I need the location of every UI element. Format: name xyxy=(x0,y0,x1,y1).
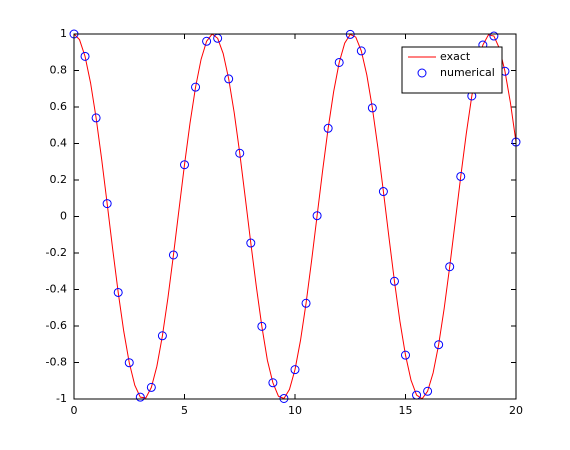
data-point xyxy=(378,187,388,197)
data-point xyxy=(113,287,123,297)
y-tick-label: -1 xyxy=(56,392,67,405)
y-tick-label: -0.8 xyxy=(46,356,67,369)
data-point xyxy=(434,340,444,350)
data-point xyxy=(235,148,245,158)
data-point xyxy=(401,350,410,360)
data-point xyxy=(191,82,201,92)
y-tick-label: 0.2 xyxy=(50,173,68,186)
data-point xyxy=(356,46,366,56)
data-point xyxy=(80,51,90,61)
data-point xyxy=(456,171,466,181)
data-point xyxy=(489,31,499,41)
data-point xyxy=(124,358,134,368)
legend-box xyxy=(401,46,503,94)
data-point xyxy=(389,276,399,286)
data-point xyxy=(268,378,278,388)
data-point xyxy=(91,113,101,123)
data-point xyxy=(312,211,322,221)
y-tick-label: 1 xyxy=(60,27,67,40)
data-point xyxy=(257,321,267,331)
data-point xyxy=(246,238,256,248)
data-point xyxy=(367,103,377,113)
data-point xyxy=(102,199,112,209)
x-tick-label: 20 xyxy=(509,404,523,417)
data-point xyxy=(445,262,455,272)
legend-marker xyxy=(417,68,427,78)
axes-frame xyxy=(73,33,517,400)
legend-label: numerical xyxy=(440,66,495,79)
data-point xyxy=(135,392,145,402)
y-tick-label: 0 xyxy=(60,210,67,223)
legend-label: exact xyxy=(440,50,471,63)
data-point xyxy=(180,160,189,170)
y-tick-label: 0.8 xyxy=(50,64,68,77)
plot-area xyxy=(74,34,516,399)
y-tick-label: -0.2 xyxy=(46,246,67,259)
data-point xyxy=(290,365,300,375)
data-point xyxy=(423,386,433,396)
data-point xyxy=(168,250,178,260)
y-tick-label: 0.6 xyxy=(50,100,68,113)
data-point xyxy=(334,57,344,67)
x-tick-label: 0 xyxy=(71,404,78,417)
data-point xyxy=(157,331,167,341)
y-tick-label: -0.6 xyxy=(46,319,67,332)
data-point xyxy=(202,36,212,46)
data-point xyxy=(301,298,311,308)
x-tick-label: 15 xyxy=(399,404,413,417)
x-tick-label: 10 xyxy=(288,404,302,417)
data-point xyxy=(224,74,234,84)
data-point xyxy=(279,393,289,403)
x-tick-label: 5 xyxy=(181,404,188,417)
data-line xyxy=(73,33,517,400)
y-tick-label: 0.4 xyxy=(50,137,68,150)
data-point xyxy=(323,123,333,133)
data-point xyxy=(146,382,156,392)
y-tick-label: -0.4 xyxy=(46,283,67,296)
